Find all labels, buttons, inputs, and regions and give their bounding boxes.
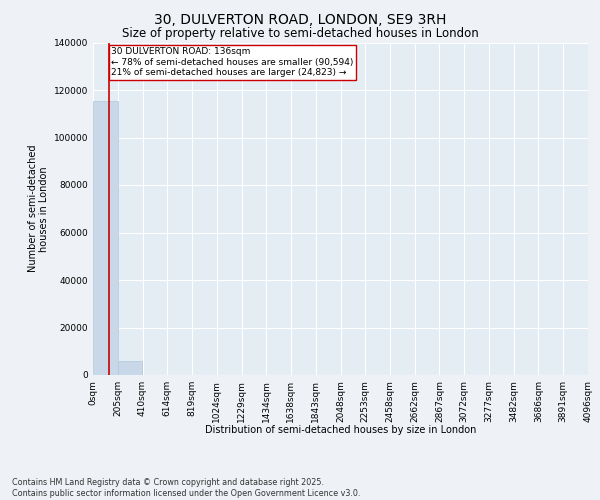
- Text: 30, DULVERTON ROAD, LONDON, SE9 3RH: 30, DULVERTON ROAD, LONDON, SE9 3RH: [154, 12, 446, 26]
- Bar: [93, 101, 118, 375]
- Text: 30 DULVERTON ROAD: 136sqm
← 78% of semi-detached houses are smaller (90,594)
21%: 30 DULVERTON ROAD: 136sqm ← 78% of semi-…: [111, 48, 353, 77]
- Y-axis label: Number of semi-detached
houses in London: Number of semi-detached houses in London: [28, 145, 49, 272]
- Text: Size of property relative to semi-detached houses in London: Size of property relative to semi-detach…: [122, 28, 478, 40]
- Text: Contains HM Land Registry data © Crown copyright and database right 2025.
Contai: Contains HM Land Registry data © Crown c…: [12, 478, 361, 498]
- X-axis label: Distribution of semi-detached houses by size in London: Distribution of semi-detached houses by …: [205, 425, 476, 435]
- Bar: [118, 361, 142, 375]
